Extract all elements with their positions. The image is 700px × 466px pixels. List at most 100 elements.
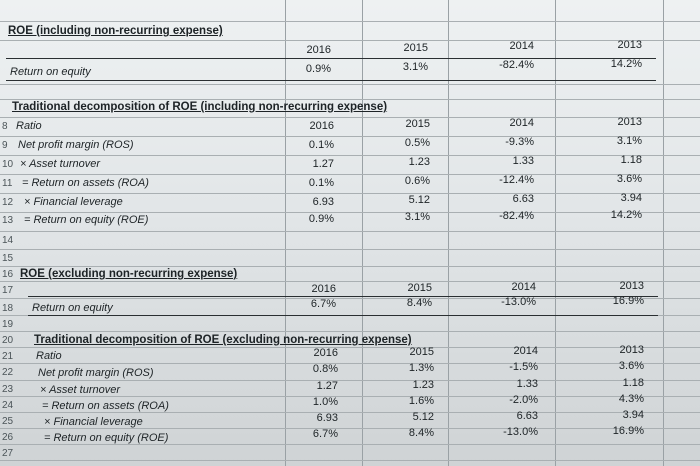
column-gridline — [285, 0, 286, 466]
cell-value[interactable]: 1.0% — [312, 396, 338, 408]
cell-value[interactable]: -13.0% — [503, 426, 538, 438]
cell-value[interactable]: 0.9% — [308, 213, 334, 225]
cell-value[interactable]: 1.23 — [408, 156, 430, 168]
cell-value[interactable]: 1.18 — [620, 154, 642, 166]
row-gridline — [0, 155, 700, 156]
cell-value[interactable]: 3.94 — [620, 192, 642, 204]
cell-value[interactable]: 3.1% — [616, 135, 642, 147]
cell-value[interactable]: 8.4% — [406, 297, 432, 309]
cell-value[interactable]: 6.63 — [512, 193, 534, 205]
cell-value[interactable]: 14.2% — [610, 58, 642, 70]
column-gridline — [362, 0, 363, 466]
row-label: Return on equity — [32, 302, 113, 314]
cell-value[interactable]: -13.0% — [501, 296, 536, 308]
cell-value[interactable]: 6.7% — [310, 298, 336, 310]
row-gridline — [0, 117, 700, 118]
cell-value[interactable]: 3.6% — [618, 360, 644, 372]
row-gridline — [0, 99, 700, 100]
row-number: 15 — [2, 253, 14, 264]
row-label: Ratio — [36, 350, 62, 362]
cell-value[interactable]: 4.3% — [618, 393, 644, 405]
cell-value[interactable]: 6.7% — [312, 428, 338, 440]
cell-value[interactable]: 1.27 — [312, 158, 334, 170]
cell-value[interactable]: 5.12 — [408, 194, 430, 206]
cell-value[interactable]: 16.9% — [612, 425, 644, 437]
cell-value[interactable]: 1.18 — [622, 377, 644, 389]
header-border — [6, 58, 656, 59]
cell-value[interactable]: 1.33 — [516, 378, 538, 390]
year-header: 2014 — [513, 345, 538, 357]
cell-value[interactable]: 1.23 — [412, 379, 434, 391]
cell-value[interactable]: 1.3% — [408, 362, 434, 374]
row-number: 21 — [2, 351, 14, 362]
cell-value[interactable]: 3.6% — [616, 173, 642, 185]
cell-value[interactable]: -82.4% — [499, 210, 534, 222]
row-number: 23 — [2, 384, 14, 395]
cell-value[interactable]: 5.12 — [412, 411, 434, 423]
row-number: 26 — [2, 432, 14, 443]
cell-value[interactable]: 3.1% — [402, 61, 428, 73]
cell-value[interactable]: 8.4% — [408, 427, 434, 439]
cell-value[interactable]: 0.1% — [308, 177, 334, 189]
row-gridline — [0, 444, 700, 445]
row-number: 19 — [2, 319, 14, 330]
row-label: = Return on equity (ROE) — [44, 432, 169, 444]
cell-value[interactable]: 1.6% — [408, 395, 434, 407]
cell-value[interactable]: 16.9% — [612, 295, 644, 307]
row-number: 24 — [2, 400, 14, 411]
row-gridline — [0, 249, 700, 250]
cell-value[interactable]: 6.63 — [516, 410, 538, 422]
cell-value[interactable]: 0.5% — [404, 137, 430, 149]
cell-value[interactable]: -1.5% — [509, 361, 538, 373]
cell-value[interactable]: -9.3% — [505, 136, 534, 148]
row-number: 20 — [2, 335, 14, 346]
row-label: Ratio — [16, 120, 42, 132]
cell-value[interactable]: 1.27 — [316, 380, 338, 392]
row-gridline — [0, 428, 700, 429]
row-label: Net profit margin (ROS) — [38, 367, 154, 379]
row-number: 18 — [2, 303, 14, 314]
column-gridline — [448, 0, 449, 466]
year-header: 2014 — [509, 117, 534, 129]
cell-value[interactable]: -82.4% — [499, 59, 534, 71]
year-header: 2014 — [511, 281, 536, 293]
cell-value[interactable]: 0.8% — [312, 363, 338, 375]
row-number: 25 — [2, 416, 14, 427]
section-border — [6, 80, 656, 81]
cell-value[interactable]: -2.0% — [509, 394, 538, 406]
row-label: Net profit margin (ROS) — [18, 139, 134, 151]
row-label: = Return on assets (ROA) — [42, 400, 169, 412]
row-number: 13 — [2, 215, 14, 226]
row-gridline — [0, 460, 700, 461]
cell-value[interactable]: 1.33 — [512, 155, 534, 167]
row-number: 8 — [2, 121, 8, 132]
cell-value[interactable]: 0.1% — [308, 139, 334, 151]
cell-value[interactable]: 3.1% — [404, 211, 430, 223]
cell-value[interactable]: 0.6% — [404, 175, 430, 187]
cell-value[interactable]: 14.2% — [610, 209, 642, 221]
cell-value[interactable]: 0.9% — [305, 63, 331, 75]
row-label: = Return on assets (ROA) — [22, 177, 149, 189]
row-label: × Financial leverage — [24, 196, 123, 208]
row-gridline — [0, 266, 700, 267]
year-header: 2013 — [617, 39, 642, 51]
section-title: ROE (including non-recurring expense) — [8, 25, 223, 37]
cell-value[interactable]: 6.93 — [312, 196, 334, 208]
row-label: × Financial leverage — [44, 416, 143, 428]
cell-value[interactable]: 6.93 — [316, 412, 338, 424]
row-gridline — [0, 347, 700, 348]
row-gridline — [0, 396, 700, 397]
row-gridline — [0, 331, 700, 332]
row-gridline — [0, 193, 700, 194]
row-number: 9 — [2, 140, 8, 151]
row-gridline — [0, 412, 700, 413]
cell-value[interactable]: 3.94 — [622, 409, 644, 421]
row-gridline — [0, 281, 700, 282]
year-header: 2016 — [313, 347, 338, 359]
section-border — [28, 315, 658, 316]
row-gridline — [0, 212, 700, 213]
row-number: 16 — [2, 269, 14, 280]
cell-value[interactable]: -12.4% — [499, 174, 534, 186]
row-gridline — [0, 84, 700, 85]
